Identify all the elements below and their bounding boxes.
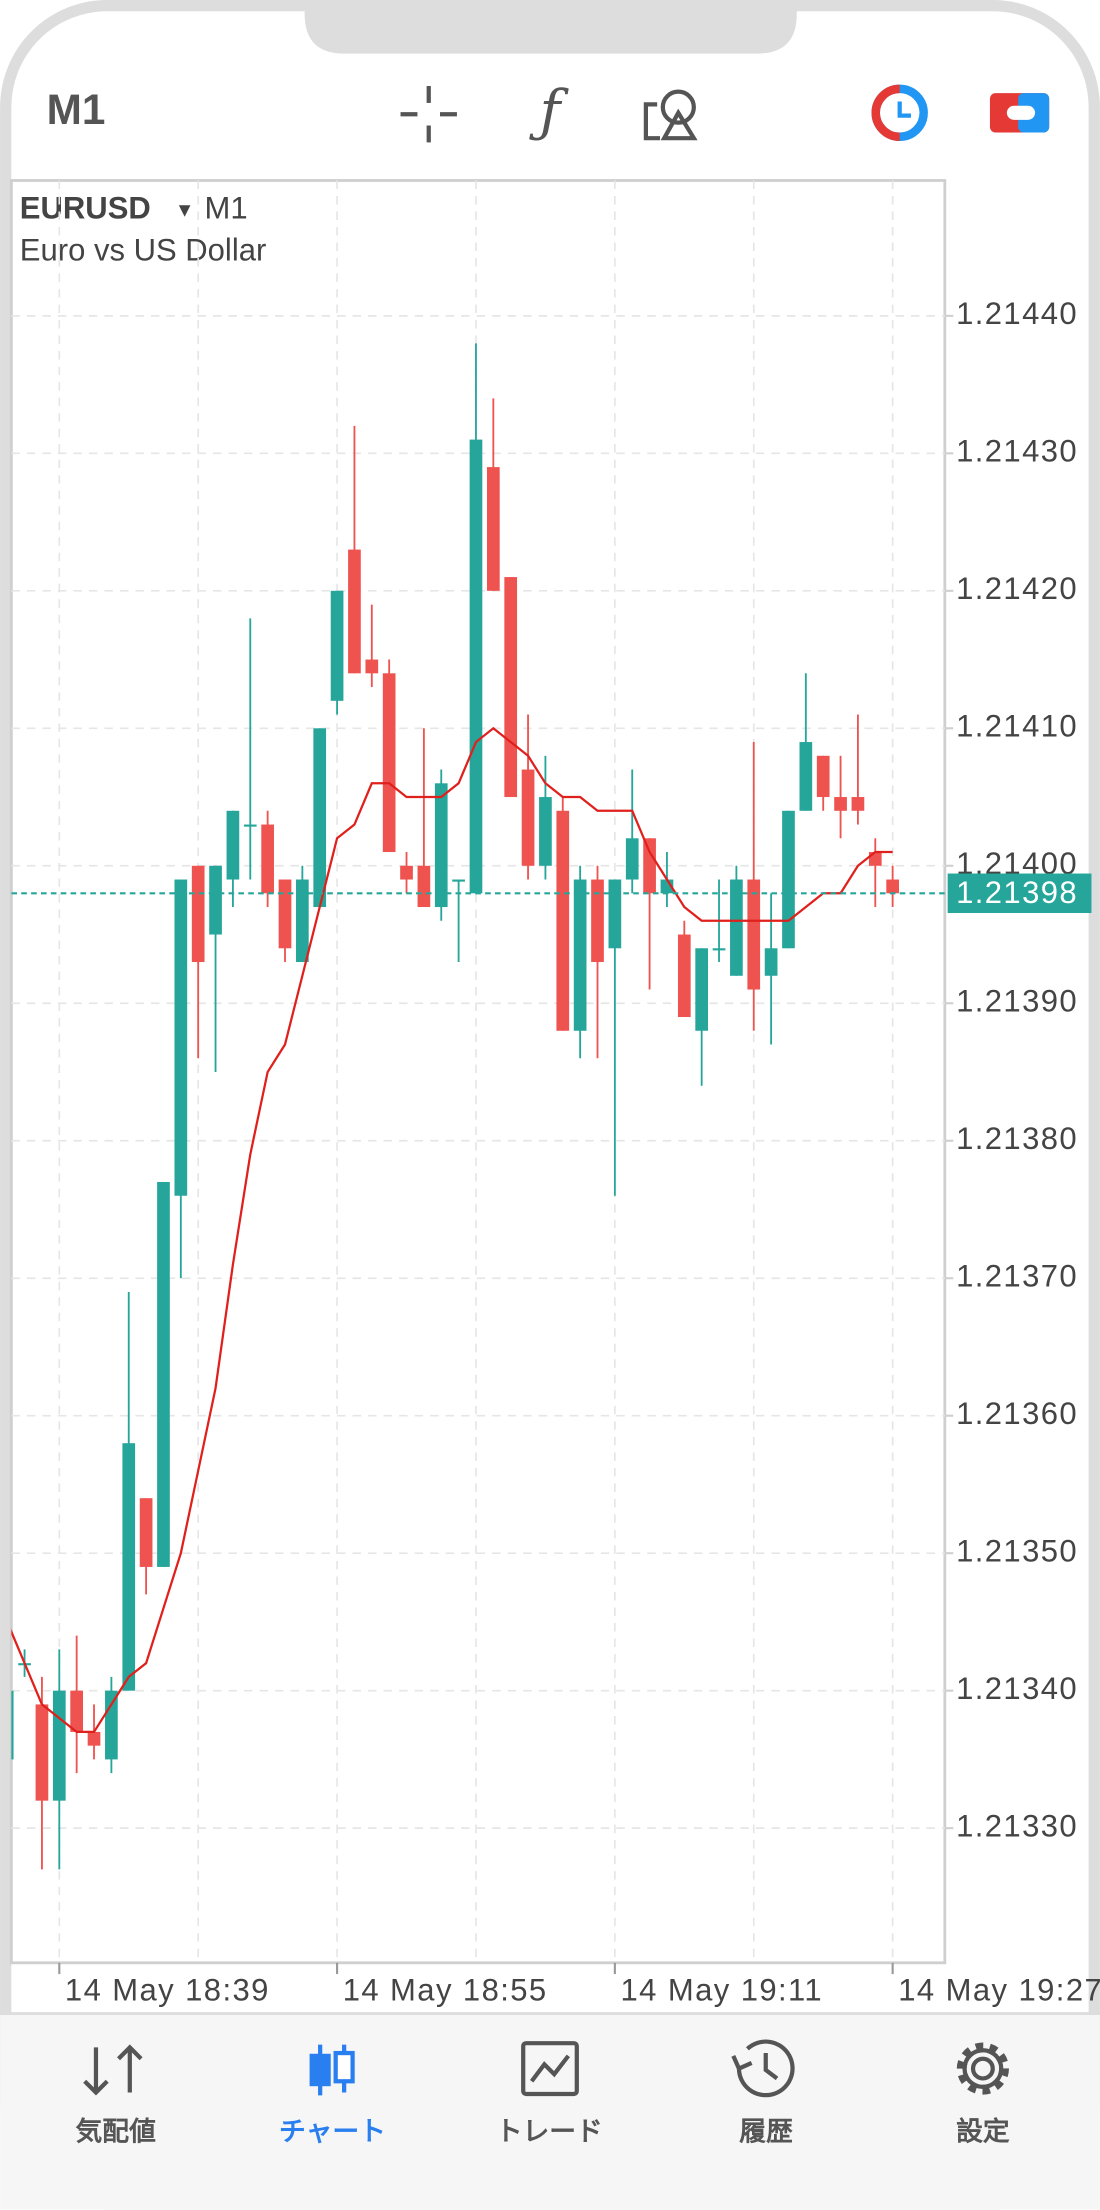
x-tick-label: 14 May 19:11 — [621, 1973, 824, 2008]
tab-icon-quotes[interactable] — [83, 2044, 143, 2096]
last-price-label: 1.21398 — [956, 875, 1078, 910]
y-tick-label: 1.21420 — [956, 571, 1078, 606]
candle-body — [886, 879, 899, 894]
candle-body — [226, 810, 240, 880]
candle-body — [296, 879, 309, 963]
timeframe-button[interactable]: M1 — [47, 86, 106, 133]
symbol-description: Euro vs US Dollar — [20, 233, 266, 268]
candle-body — [209, 865, 222, 935]
candle-body — [417, 865, 431, 908]
last-price-box — [947, 873, 1092, 914]
tab-icon-settings[interactable] — [956, 2042, 1009, 2095]
candle-body — [105, 1690, 118, 1760]
tab-label[interactable]: トレード — [496, 2117, 603, 2147]
candle-body — [504, 577, 518, 798]
candle-body — [643, 838, 656, 894]
candle-body — [330, 590, 344, 701]
candle-body — [261, 824, 274, 894]
plot-area — [11, 343, 945, 1870]
candle-body — [313, 728, 327, 908]
chart-period: M1 — [205, 190, 248, 225]
y-tick-label: 1.21430 — [956, 434, 1078, 469]
candle-body — [834, 797, 847, 811]
candle-body — [591, 879, 604, 963]
y-tick-label: 1.21360 — [956, 1396, 1078, 1431]
candle-body — [556, 810, 570, 1031]
candle-body — [382, 673, 396, 853]
candle-body — [782, 810, 795, 949]
tab-icons — [83, 2039, 1009, 2098]
candle-body — [174, 879, 188, 1196]
tab-label[interactable]: 気配値 — [76, 2116, 157, 2147]
candle-body — [868, 852, 882, 866]
candle-body — [348, 549, 361, 674]
candle-body — [625, 838, 639, 880]
x-tick-label: 14 May 18:39 — [65, 1973, 270, 2008]
candle-body — [608, 879, 622, 949]
candle-body — [573, 879, 587, 1031]
candle-body — [70, 1690, 84, 1732]
candle-body — [11, 1690, 14, 1760]
y-tick-label: 1.21350 — [956, 1533, 1078, 1568]
tab-label[interactable]: 履歴 — [739, 2117, 793, 2147]
x-tick-label: 14 May 19:27 — [898, 1973, 1100, 2008]
candle-body — [191, 865, 205, 963]
candle-body — [521, 769, 535, 866]
candle-body — [157, 1181, 170, 1567]
y-tick-label: 1.21370 — [956, 1258, 1078, 1293]
candle-body — [452, 879, 465, 882]
candle-body — [35, 1704, 49, 1801]
candle-body — [365, 659, 379, 674]
y-tick-label: 1.21380 — [956, 1121, 1078, 1156]
candle-body — [400, 865, 413, 880]
symbol-dropdown-arrow[interactable]: ▼ — [175, 200, 195, 222]
y-tick-label: 1.21390 — [956, 983, 1078, 1018]
crosshair-button[interactable] — [400, 86, 457, 143]
candle-body — [87, 1731, 101, 1746]
moving-average — [11, 726, 893, 1734]
candle-body — [278, 879, 292, 949]
axes: 1.21330 1.21340 1.21350 1.21360 1.21370 1.213… — [58, 296, 1100, 2008]
y-tick-label: 1.21440 — [956, 296, 1078, 331]
x-tick-label: 14 May 18:55 — [343, 1973, 548, 2008]
candle-body — [486, 467, 500, 591]
candle-body — [243, 824, 257, 827]
candle-body — [851, 797, 865, 811]
candle-body — [747, 879, 761, 990]
candle-body — [122, 1443, 136, 1691]
candle-body — [539, 797, 552, 866]
candle-body — [730, 879, 743, 976]
tab-labels: 気配値 チャート トレード 履歴 設定 — [76, 2116, 1010, 2147]
y-tick-label: 1.21340 — [956, 1671, 1078, 1706]
y-tick-label: 1.21410 — [956, 708, 1078, 743]
grid — [11, 180, 945, 1963]
y-tick-label: 1.21330 — [956, 1808, 1078, 1843]
tab-bar — [0, 2013, 1100, 2210]
tab-label[interactable]: チャート — [279, 2117, 386, 2147]
candle-body — [712, 948, 726, 951]
account-button[interactable] — [989, 93, 1050, 133]
candle-body — [695, 948, 709, 1031]
symbol[interactable]: EURUSD — [20, 190, 151, 225]
notch — [304, 0, 797, 54]
tab-label[interactable]: 設定 — [956, 2116, 1010, 2147]
candle-body — [799, 742, 813, 811]
tab-icon-chart[interactable] — [309, 2044, 355, 2096]
trade-button[interactable] — [871, 84, 928, 142]
candle-body — [52, 1690, 66, 1801]
tab-icon-history[interactable] — [731, 2039, 795, 2098]
candle-body — [764, 948, 778, 976]
candle-body — [469, 439, 483, 894]
objects-button[interactable] — [643, 89, 698, 141]
candle-body — [816, 755, 830, 798]
candle-body — [139, 1498, 153, 1567]
candle-body — [677, 934, 691, 1018]
candle-body — [434, 783, 448, 908]
tab-icon-trade[interactable] — [521, 2041, 579, 2097]
